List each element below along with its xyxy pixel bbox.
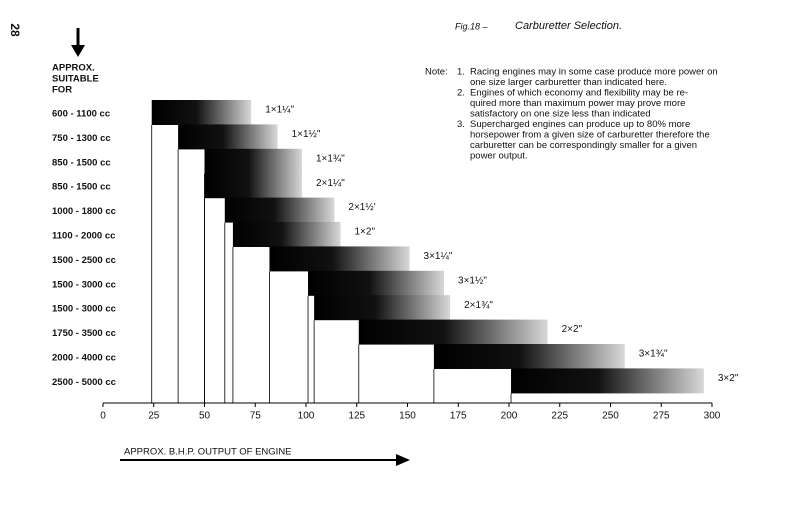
x-tick-label: 150 — [399, 411, 416, 422]
bar — [232, 222, 341, 247]
note-line: horsepower from a given size of carburet… — [470, 130, 710, 141]
note-line: power output. — [470, 151, 528, 162]
note-line: quired more than maximum power may prove… — [470, 98, 685, 109]
y-tick-label: 750 - 1300 cc — [52, 133, 111, 144]
note-line: Racing engines may in some case produce … — [470, 67, 718, 78]
y-axis-title: FOR — [52, 85, 72, 96]
page-number: 28 — [8, 23, 22, 37]
bar-label: 1×1½" — [292, 129, 321, 140]
note-line: satisfactory on one size less than indic… — [470, 109, 651, 120]
bar-label: 1×2" — [355, 227, 376, 238]
note-line: Supercharged engines can produce up to 8… — [470, 119, 690, 130]
y-axis-title: SUITABLE — [52, 74, 99, 85]
x-tick-label: 125 — [348, 411, 365, 422]
bar — [151, 100, 252, 125]
y-tick-label: 1500 - 2500 cc — [52, 255, 116, 266]
x-tick-label: 225 — [551, 411, 568, 422]
bar-label: 3×2" — [718, 373, 739, 384]
x-axis-title: APPROX. B.H.P. OUTPUT OF ENGINE — [124, 447, 292, 458]
note-number: 3. — [457, 119, 465, 130]
bar — [178, 124, 278, 150]
y-tick-label: 850 - 1500 cc — [52, 182, 111, 193]
bar — [204, 173, 302, 199]
x-tick-label: 0 — [100, 411, 106, 422]
chart-title: Carburetter Selection. — [515, 20, 622, 32]
x-tick-label: 50 — [199, 411, 211, 422]
y-tick-label: 1500 - 3000 cc — [52, 279, 116, 290]
y-tick-label: 2000 - 4000 cc — [52, 353, 116, 364]
y-tick-label: 1100 - 2000 cc — [52, 231, 115, 242]
x-tick-label: 25 — [148, 411, 160, 422]
y-tick-label: 2500 - 5000 cc — [52, 377, 116, 388]
bar — [308, 270, 445, 296]
y-tick-label: 1000 - 1800 cc — [52, 206, 116, 217]
bar — [433, 344, 625, 369]
figure-label: Fig.18 – — [455, 21, 489, 31]
bar — [269, 246, 410, 272]
x-tick-label: 250 — [602, 411, 619, 422]
y-tick-label: 850 - 1500 cc — [52, 157, 111, 168]
bar-label: 1×1¾" — [316, 153, 345, 164]
y-axis-title: APPROX. — [52, 63, 95, 74]
x-axis-arrow-head — [396, 454, 410, 466]
bar — [511, 368, 704, 394]
x-tick-label: 100 — [298, 411, 315, 422]
y-tick-label: 1500 - 3000 cc — [52, 304, 116, 315]
bar-label: 2×1½' — [348, 202, 375, 213]
bar — [224, 197, 335, 223]
note-line: one size larger carburetter than indicat… — [470, 77, 667, 88]
x-tick-label: 200 — [501, 411, 518, 422]
bar-label: 3×1¾" — [639, 349, 668, 360]
bar-label: 2×1¼" — [316, 177, 345, 189]
arrow-head — [71, 45, 85, 57]
x-tick-label: 75 — [250, 411, 262, 422]
x-tick-label: 175 — [450, 411, 467, 422]
bar-label: 3×1½" — [458, 275, 487, 286]
bar-label: 1×1¼" — [265, 104, 294, 116]
x-tick-label: 275 — [653, 411, 670, 422]
bar-label: 3×1¼" — [424, 250, 453, 262]
note-line: carburetter can be correspondingly small… — [470, 140, 697, 151]
x-tick-label: 300 — [704, 411, 721, 422]
note-number: 1. — [457, 67, 465, 78]
bar — [314, 295, 451, 321]
bar-label: 2×2" — [562, 324, 583, 335]
bar — [358, 319, 548, 345]
bar-label: 2×1¾" — [464, 300, 493, 311]
y-tick-label: 600 - 1100 cc — [52, 109, 110, 120]
note-label: Note: — [425, 67, 448, 78]
bar — [204, 148, 302, 174]
note-number: 2. — [457, 88, 465, 99]
note-line: Engines of which economy and flexibility… — [470, 88, 688, 99]
y-tick-label: 1750 - 3500 cc — [52, 328, 116, 339]
